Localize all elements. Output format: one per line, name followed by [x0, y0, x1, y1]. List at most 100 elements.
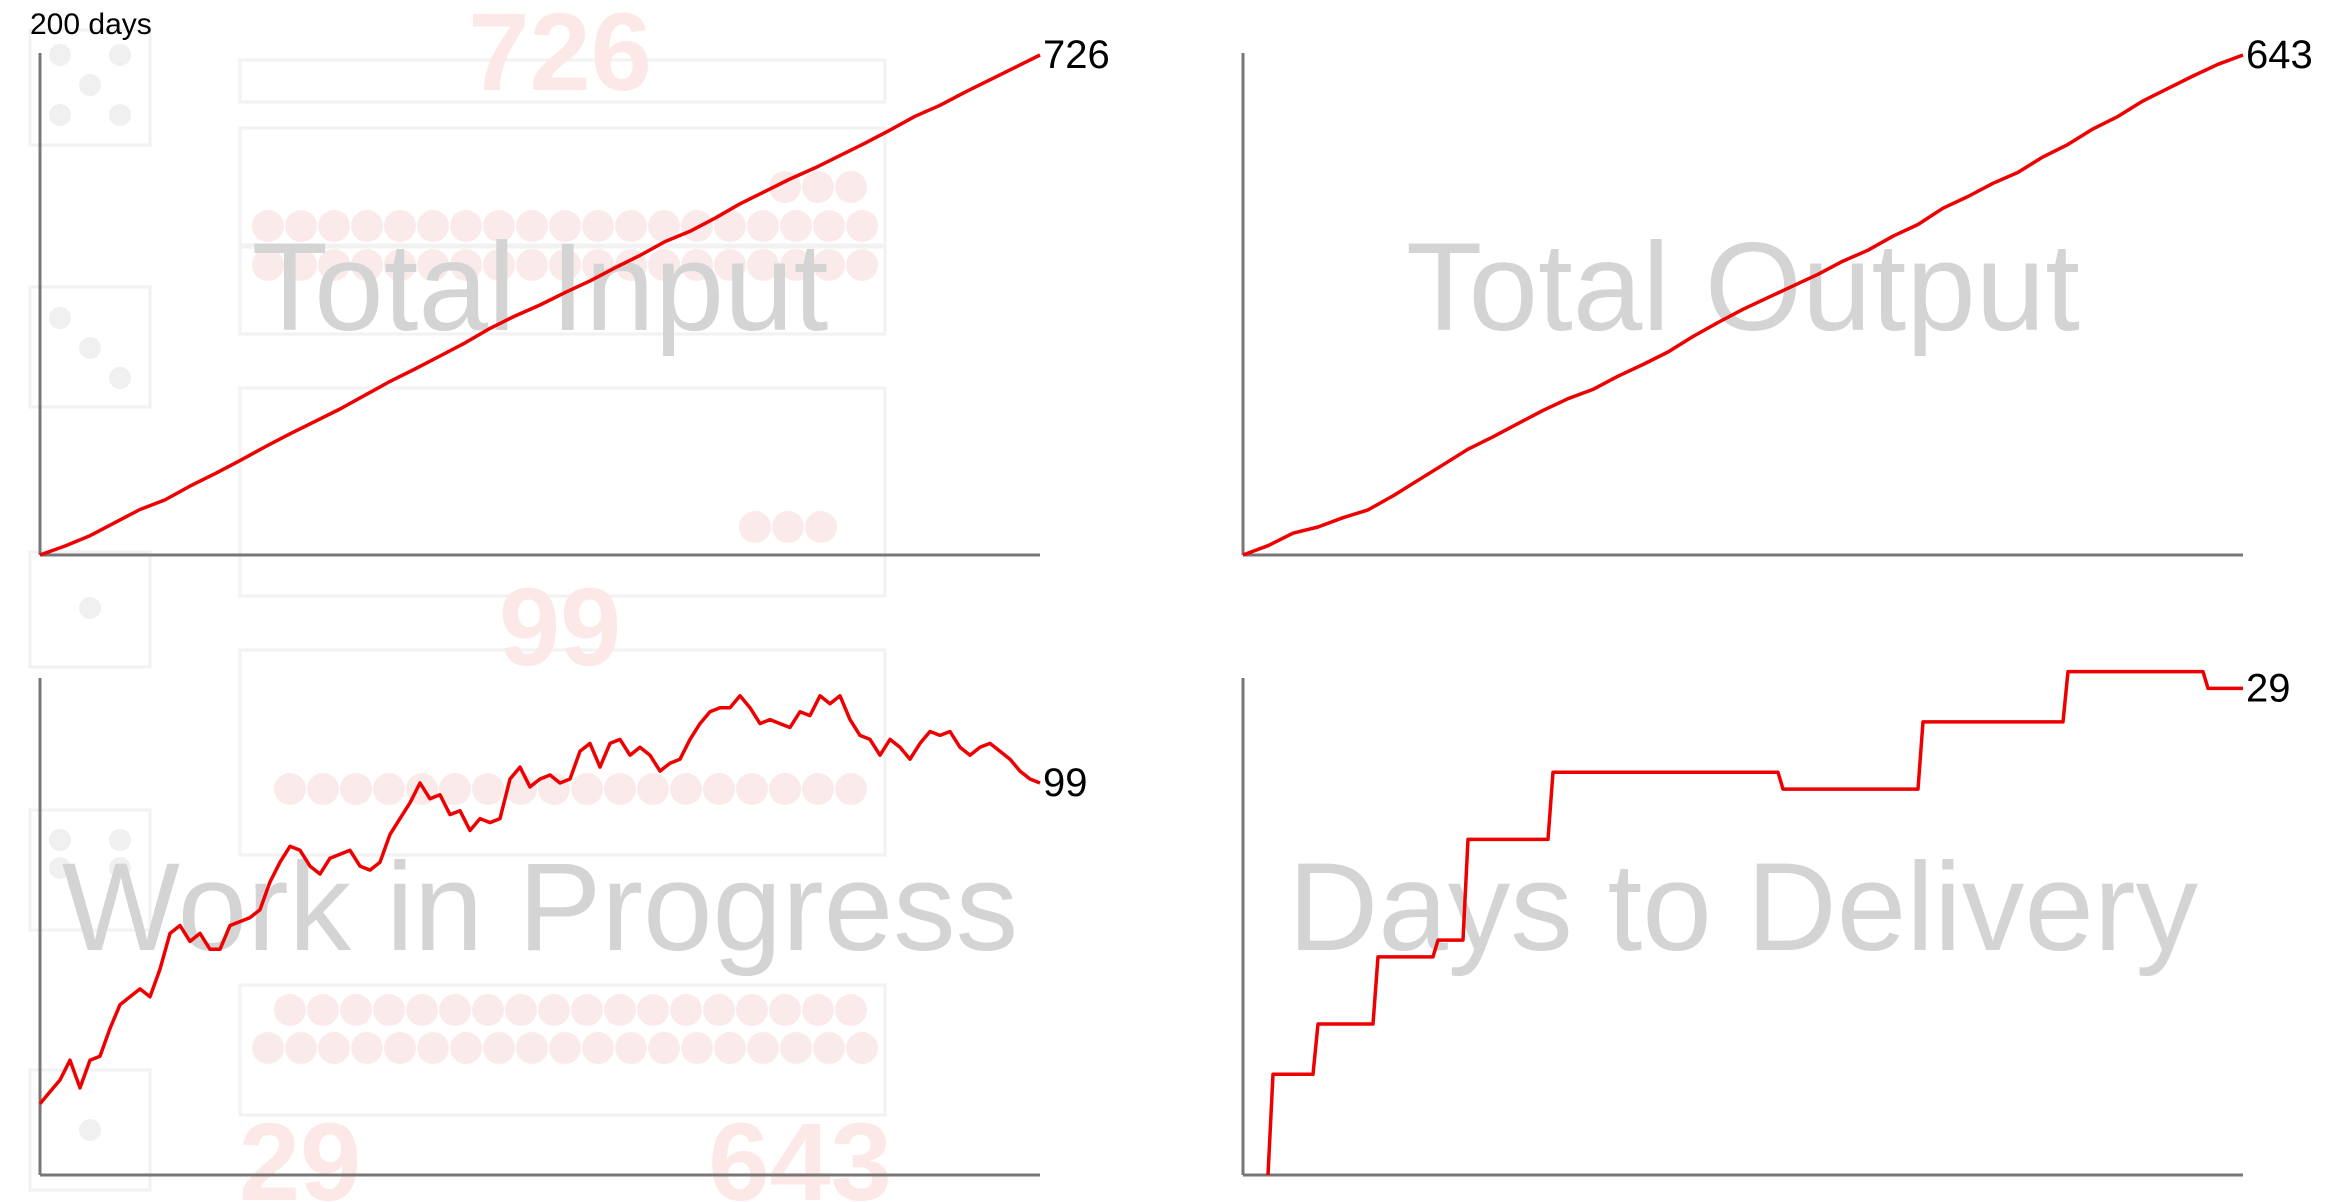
bg-token: [384, 1032, 416, 1064]
bg-token: [714, 210, 746, 242]
bg-box-input: [238, 58, 887, 104]
bg-token: [780, 210, 812, 242]
days-label: 200 days: [30, 8, 152, 41]
bg-die-pip: [49, 44, 71, 66]
bg-die-pip: [79, 337, 101, 359]
bg-die-pip: [109, 857, 131, 879]
bg-token: [703, 773, 735, 805]
bg-token: [274, 773, 306, 805]
bg-token: [604, 773, 636, 805]
bg-token: [747, 1032, 779, 1064]
bg-token: [483, 249, 515, 281]
bg-die-pip: [109, 829, 131, 851]
bg-token: [681, 249, 713, 281]
chart-panel-3: Work in Progress 99: [38, 678, 1088, 1177]
bg-token: [483, 210, 515, 242]
chart-title: Days to Delivery: [1288, 838, 2198, 977]
bg-token: [549, 210, 581, 242]
bg-token: [417, 210, 449, 242]
bg-token: [736, 773, 768, 805]
bg-token: [780, 249, 812, 281]
bg-box-stage5: [238, 983, 887, 1117]
bg-token: [318, 210, 350, 242]
bg-token: [670, 773, 702, 805]
bg-token: [516, 1032, 548, 1064]
bg-box-stage3: [238, 386, 887, 598]
bg-token: [772, 511, 804, 543]
bg-die-pip: [79, 597, 101, 619]
bg-token: [604, 994, 636, 1026]
bg-die-pip: [79, 1119, 101, 1141]
bg-counter-number: 643: [708, 1101, 892, 1202]
bg-token: [582, 210, 614, 242]
bg-token: [805, 511, 837, 543]
bg-token: [739, 511, 771, 543]
end-value-label: 29: [2246, 666, 2291, 710]
chart-panel-4: Days to Delivery 29: [1241, 666, 2291, 1177]
bg-counter-number: 726: [468, 0, 652, 114]
bg-token: [835, 994, 867, 1026]
bg-token: [802, 994, 834, 1026]
bg-box-stage2: [238, 245, 887, 336]
bg-token: [703, 994, 735, 1026]
bg-token: [439, 994, 471, 1026]
bg-token: [747, 249, 779, 281]
bg-token: [483, 1032, 515, 1064]
bg-token: [637, 994, 669, 1026]
bg-token: [736, 994, 768, 1026]
bg-token: [769, 773, 801, 805]
bg-token: [450, 1032, 482, 1064]
bg-die-pip: [79, 74, 101, 96]
bg-token: [307, 773, 339, 805]
bg-token: [351, 1032, 383, 1064]
bg-token: [571, 773, 603, 805]
bg-token: [615, 210, 647, 242]
bg-token: [549, 249, 581, 281]
bg-token: [417, 249, 449, 281]
bg-token: [450, 210, 482, 242]
bg-token: [571, 994, 603, 1026]
bg-token: [802, 171, 834, 203]
bg-die-pip: [49, 857, 71, 879]
bg-token: [747, 210, 779, 242]
bg-token: [450, 249, 482, 281]
bg-token: [714, 1032, 746, 1064]
bg-token: [252, 210, 284, 242]
bg-die-3: [28, 550, 152, 669]
bg-token: [417, 1032, 449, 1064]
bg-token: [318, 1032, 350, 1064]
end-value-label: 643: [2246, 33, 2313, 77]
bg-die-pip: [109, 44, 131, 66]
bg-token: [252, 1032, 284, 1064]
bg-token: [714, 249, 746, 281]
bg-token: [472, 773, 504, 805]
bg-token: [615, 1032, 647, 1064]
bg-token: [648, 1032, 680, 1064]
series-line: [38, 694, 1041, 1105]
bg-token: [769, 994, 801, 1026]
bg-token: [582, 1032, 614, 1064]
bg-token: [835, 773, 867, 805]
bg-token: [505, 994, 537, 1026]
bg-token: [637, 773, 669, 805]
bg-token: [252, 249, 284, 281]
bg-token: [351, 249, 383, 281]
bg-token: [802, 773, 834, 805]
end-value-label: 99: [1043, 761, 1088, 805]
bg-token: [285, 1032, 317, 1064]
bg-die-5: [28, 1068, 152, 1192]
bg-token: [274, 994, 306, 1026]
bg-token: [846, 210, 878, 242]
bg-token: [846, 249, 878, 281]
series-line: [1266, 669, 2243, 1176]
bg-token: [373, 773, 405, 805]
bg-token: [285, 249, 317, 281]
bg-token: [681, 1032, 713, 1064]
bg-token: [813, 249, 845, 281]
bg-token: [439, 773, 471, 805]
bg-token: [813, 1032, 845, 1064]
bg-token: [307, 994, 339, 1026]
bg-token: [406, 994, 438, 1026]
